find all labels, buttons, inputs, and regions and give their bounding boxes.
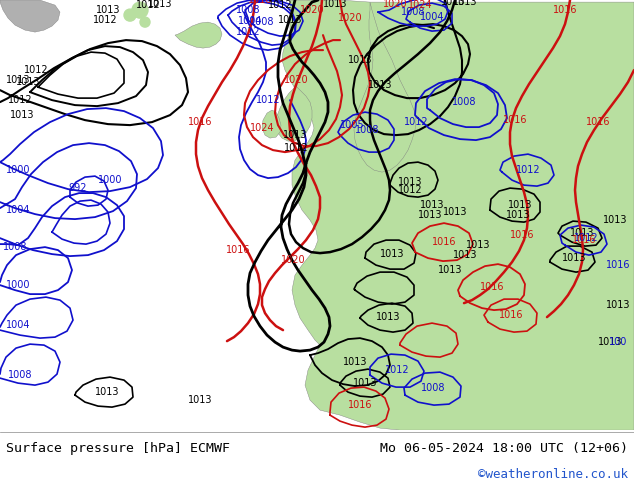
Text: 1013: 1013 (441, 0, 465, 7)
Text: 1013: 1013 (188, 395, 212, 405)
Text: 1013: 1013 (506, 210, 530, 220)
Text: 1013: 1013 (6, 75, 30, 85)
Text: 1013: 1013 (148, 0, 172, 9)
Polygon shape (0, 0, 60, 32)
Text: 1020: 1020 (338, 13, 362, 23)
Text: 1008: 1008 (3, 242, 27, 252)
Text: 1013: 1013 (443, 207, 467, 217)
Text: 1013: 1013 (603, 215, 627, 225)
Text: 1016: 1016 (572, 235, 596, 245)
Text: 1020: 1020 (281, 255, 306, 265)
Text: ©weatheronline.co.uk: ©weatheronline.co.uk (478, 467, 628, 481)
Text: 1012: 1012 (404, 117, 429, 127)
Text: 1012: 1012 (136, 0, 160, 10)
Text: 1004: 1004 (238, 16, 262, 26)
Text: 1013: 1013 (380, 249, 404, 259)
Text: 1000: 1000 (98, 175, 122, 185)
Text: 1024: 1024 (408, 0, 432, 10)
Text: 1016: 1016 (480, 282, 504, 292)
Text: 1012: 1012 (236, 27, 261, 37)
Text: 1008: 1008 (236, 5, 260, 15)
Text: 1012: 1012 (93, 15, 117, 25)
Text: 1016: 1016 (348, 400, 372, 410)
Text: 1013: 1013 (283, 130, 307, 140)
Text: 1016: 1016 (586, 117, 611, 127)
Text: 1016: 1016 (248, 0, 272, 5)
Text: 1013: 1013 (398, 177, 422, 187)
Text: 1008: 1008 (401, 7, 425, 17)
Text: 1016: 1016 (499, 310, 523, 320)
Text: 1004: 1004 (420, 12, 444, 22)
Circle shape (132, 2, 148, 18)
Text: 1016: 1016 (503, 115, 527, 125)
Polygon shape (354, 2, 416, 172)
Text: 1013: 1013 (453, 0, 477, 7)
Text: 1013: 1013 (376, 312, 400, 322)
Text: 1013: 1013 (323, 0, 347, 9)
Text: 1013: 1013 (16, 77, 40, 87)
Text: 1016: 1016 (226, 245, 250, 255)
Text: 1013: 1013 (348, 55, 372, 65)
Text: 1013: 1013 (10, 110, 34, 120)
Text: 1013: 1013 (343, 357, 367, 367)
Text: 1012: 1012 (8, 95, 32, 105)
Text: 1013: 1013 (570, 228, 594, 238)
Polygon shape (262, 110, 281, 138)
Text: 1004: 1004 (6, 205, 30, 215)
Text: 1013: 1013 (420, 200, 444, 210)
Polygon shape (276, 85, 312, 141)
Text: 1020: 1020 (383, 0, 407, 9)
Text: 1005: 1005 (340, 120, 365, 130)
Text: 1012: 1012 (256, 95, 280, 105)
Text: Surface pressure [hPa] ECMWF: Surface pressure [hPa] ECMWF (6, 441, 230, 455)
Polygon shape (282, 0, 634, 430)
Text: 1016: 1016 (432, 237, 456, 247)
Text: 1008: 1008 (355, 125, 379, 135)
Text: 1013: 1013 (466, 240, 490, 250)
Text: 1020: 1020 (283, 75, 308, 85)
Text: 1008: 1008 (452, 97, 476, 107)
Circle shape (140, 17, 150, 27)
Text: 1016: 1016 (605, 260, 630, 270)
Text: 1024: 1024 (250, 123, 275, 133)
Text: 1012: 1012 (515, 165, 540, 175)
Text: 1004: 1004 (6, 320, 30, 330)
Text: 1012: 1012 (268, 0, 292, 10)
Text: 1013: 1013 (94, 387, 119, 397)
Text: 1000: 1000 (6, 280, 30, 290)
Text: 1012: 1012 (385, 365, 410, 375)
Text: 1013: 1013 (353, 378, 377, 388)
Circle shape (124, 9, 136, 21)
Text: 1013: 1013 (437, 265, 462, 275)
Text: 1013: 1013 (605, 300, 630, 310)
Text: 1013: 1013 (598, 337, 622, 347)
Text: 1012: 1012 (574, 233, 598, 243)
Text: 1013: 1013 (278, 15, 302, 25)
Text: Mo 06-05-2024 18:00 UTC (12+06): Mo 06-05-2024 18:00 UTC (12+06) (380, 441, 628, 455)
Text: 1012: 1012 (398, 185, 422, 195)
Text: 1008: 1008 (8, 370, 32, 380)
Text: 1000: 1000 (6, 165, 30, 175)
Text: 1013: 1013 (418, 210, 443, 220)
Polygon shape (175, 22, 222, 48)
Text: 1008: 1008 (250, 17, 275, 27)
Text: 1013: 1013 (453, 250, 477, 260)
Text: 1012: 1012 (23, 65, 48, 75)
Text: 100: 100 (609, 337, 627, 347)
Text: 1020: 1020 (300, 5, 325, 15)
Text: 1008: 1008 (421, 383, 445, 393)
Text: 1013: 1013 (508, 200, 533, 210)
Text: 1016: 1016 (553, 5, 577, 15)
Text: 1016: 1016 (510, 230, 534, 240)
Text: 1013: 1013 (562, 253, 586, 263)
Text: 992: 992 (68, 183, 87, 193)
Text: 1012: 1012 (283, 143, 308, 153)
Text: 1016: 1016 (188, 117, 212, 127)
Text: 1013: 1013 (96, 5, 120, 15)
Text: 1013: 1013 (368, 80, 392, 90)
